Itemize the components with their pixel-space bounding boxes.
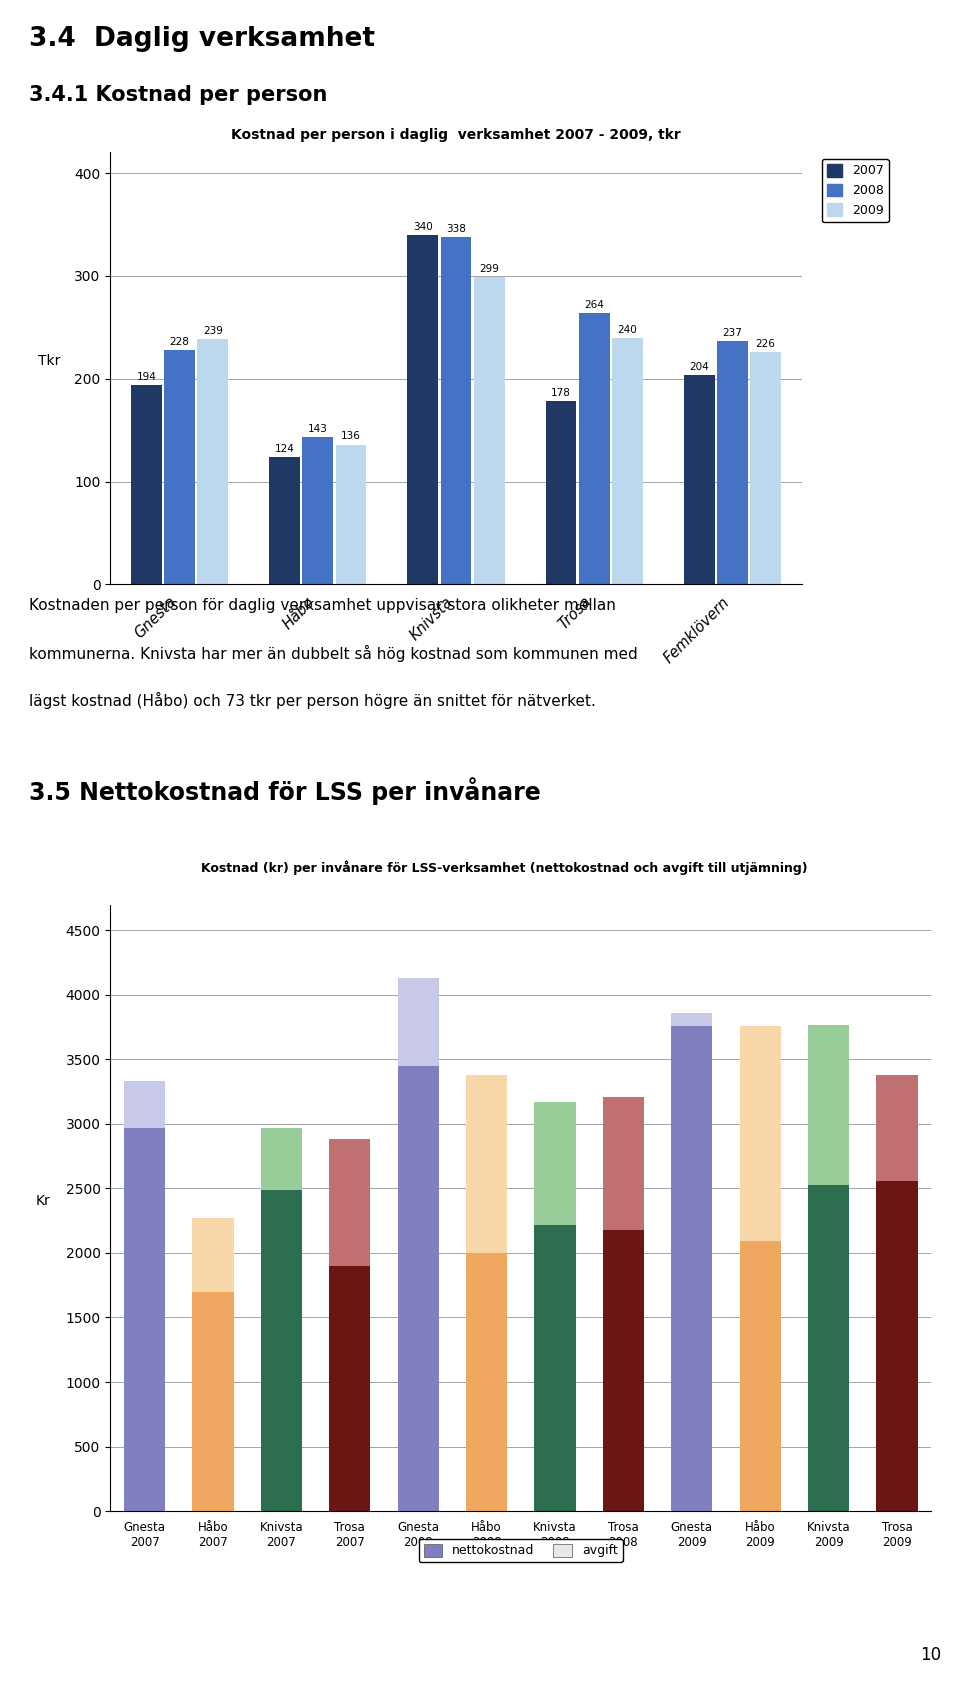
- Y-axis label: Tkr: Tkr: [38, 354, 60, 368]
- Bar: [164, 351, 195, 584]
- Bar: [124, 1128, 165, 1511]
- Bar: [329, 1140, 371, 1265]
- Text: 3.5 Nettokostnad för LSS per invånare: 3.5 Nettokostnad för LSS per invånare: [29, 778, 540, 805]
- Bar: [397, 977, 439, 1066]
- Bar: [124, 1081, 165, 1128]
- Bar: [739, 1027, 780, 1242]
- Legend: nettokostnad, avgift: nettokostnad, avgift: [419, 1538, 623, 1562]
- Bar: [603, 1230, 644, 1511]
- Bar: [329, 1265, 371, 1511]
- Bar: [466, 1076, 507, 1254]
- Bar: [473, 276, 505, 584]
- Text: 194: 194: [136, 371, 156, 381]
- Bar: [192, 1293, 233, 1511]
- Text: Kostnad (kr) per invånare för LSS-verksamhet (nettokostnad och avgift till utjäm: Kostnad (kr) per invånare för LSS-verksa…: [201, 861, 807, 874]
- Text: 237: 237: [723, 327, 742, 337]
- Bar: [261, 1189, 301, 1511]
- Bar: [603, 1096, 644, 1230]
- Y-axis label: Kr: Kr: [36, 1194, 51, 1208]
- Text: 338: 338: [446, 224, 466, 234]
- Bar: [876, 1076, 918, 1181]
- Bar: [261, 1128, 301, 1189]
- Bar: [876, 1181, 918, 1511]
- Text: 136: 136: [341, 432, 361, 442]
- Bar: [302, 437, 333, 584]
- Bar: [535, 1103, 575, 1225]
- Bar: [684, 374, 715, 584]
- Bar: [535, 1225, 575, 1511]
- Bar: [671, 1013, 712, 1027]
- Bar: [397, 1066, 439, 1511]
- Bar: [671, 1027, 712, 1511]
- Text: 299: 299: [479, 264, 499, 274]
- Text: 178: 178: [551, 388, 571, 398]
- Bar: [192, 1218, 233, 1293]
- Bar: [131, 385, 162, 584]
- Bar: [717, 340, 748, 584]
- Bar: [269, 457, 300, 584]
- Text: 124: 124: [275, 444, 295, 454]
- Bar: [579, 313, 610, 584]
- Bar: [335, 444, 367, 584]
- Text: 10: 10: [920, 1647, 941, 1664]
- Text: 204: 204: [689, 361, 709, 371]
- Bar: [808, 1025, 849, 1184]
- Text: Kostnaden per person för daglig verksamhet uppvisar stora olikheter mellan: Kostnaden per person för daglig verksamh…: [29, 598, 615, 613]
- Text: 240: 240: [617, 325, 637, 334]
- Text: 143: 143: [308, 424, 327, 434]
- Text: 340: 340: [413, 222, 433, 232]
- Text: 239: 239: [203, 325, 223, 335]
- Bar: [750, 352, 781, 584]
- Text: 226: 226: [756, 339, 776, 349]
- Bar: [197, 339, 228, 584]
- Bar: [407, 235, 439, 584]
- Bar: [441, 237, 471, 584]
- Text: 3.4  Daglig verksamhet: 3.4 Daglig verksamhet: [29, 25, 374, 53]
- Text: lägst kostnad (Håbo) och 73 tkr per person högre än snittet för nätverket.: lägst kostnad (Håbo) och 73 tkr per pers…: [29, 693, 595, 710]
- Text: 264: 264: [585, 300, 604, 310]
- Bar: [545, 401, 577, 584]
- Text: kommunerna. Knivsta har mer än dubbelt så hög kostnad som kommunen med: kommunerna. Knivsta har mer än dubbelt s…: [29, 645, 637, 662]
- Bar: [612, 337, 643, 584]
- Title: Kostnad per person i daglig  verksamhet 2007 - 2009, tkr: Kostnad per person i daglig verksamhet 2…: [231, 127, 681, 142]
- Bar: [466, 1254, 507, 1511]
- Text: 3.4.1 Kostnad per person: 3.4.1 Kostnad per person: [29, 85, 327, 105]
- Legend: 2007, 2008, 2009: 2007, 2008, 2009: [822, 159, 889, 222]
- Bar: [739, 1242, 780, 1511]
- Bar: [808, 1184, 849, 1511]
- Text: 228: 228: [170, 337, 189, 347]
